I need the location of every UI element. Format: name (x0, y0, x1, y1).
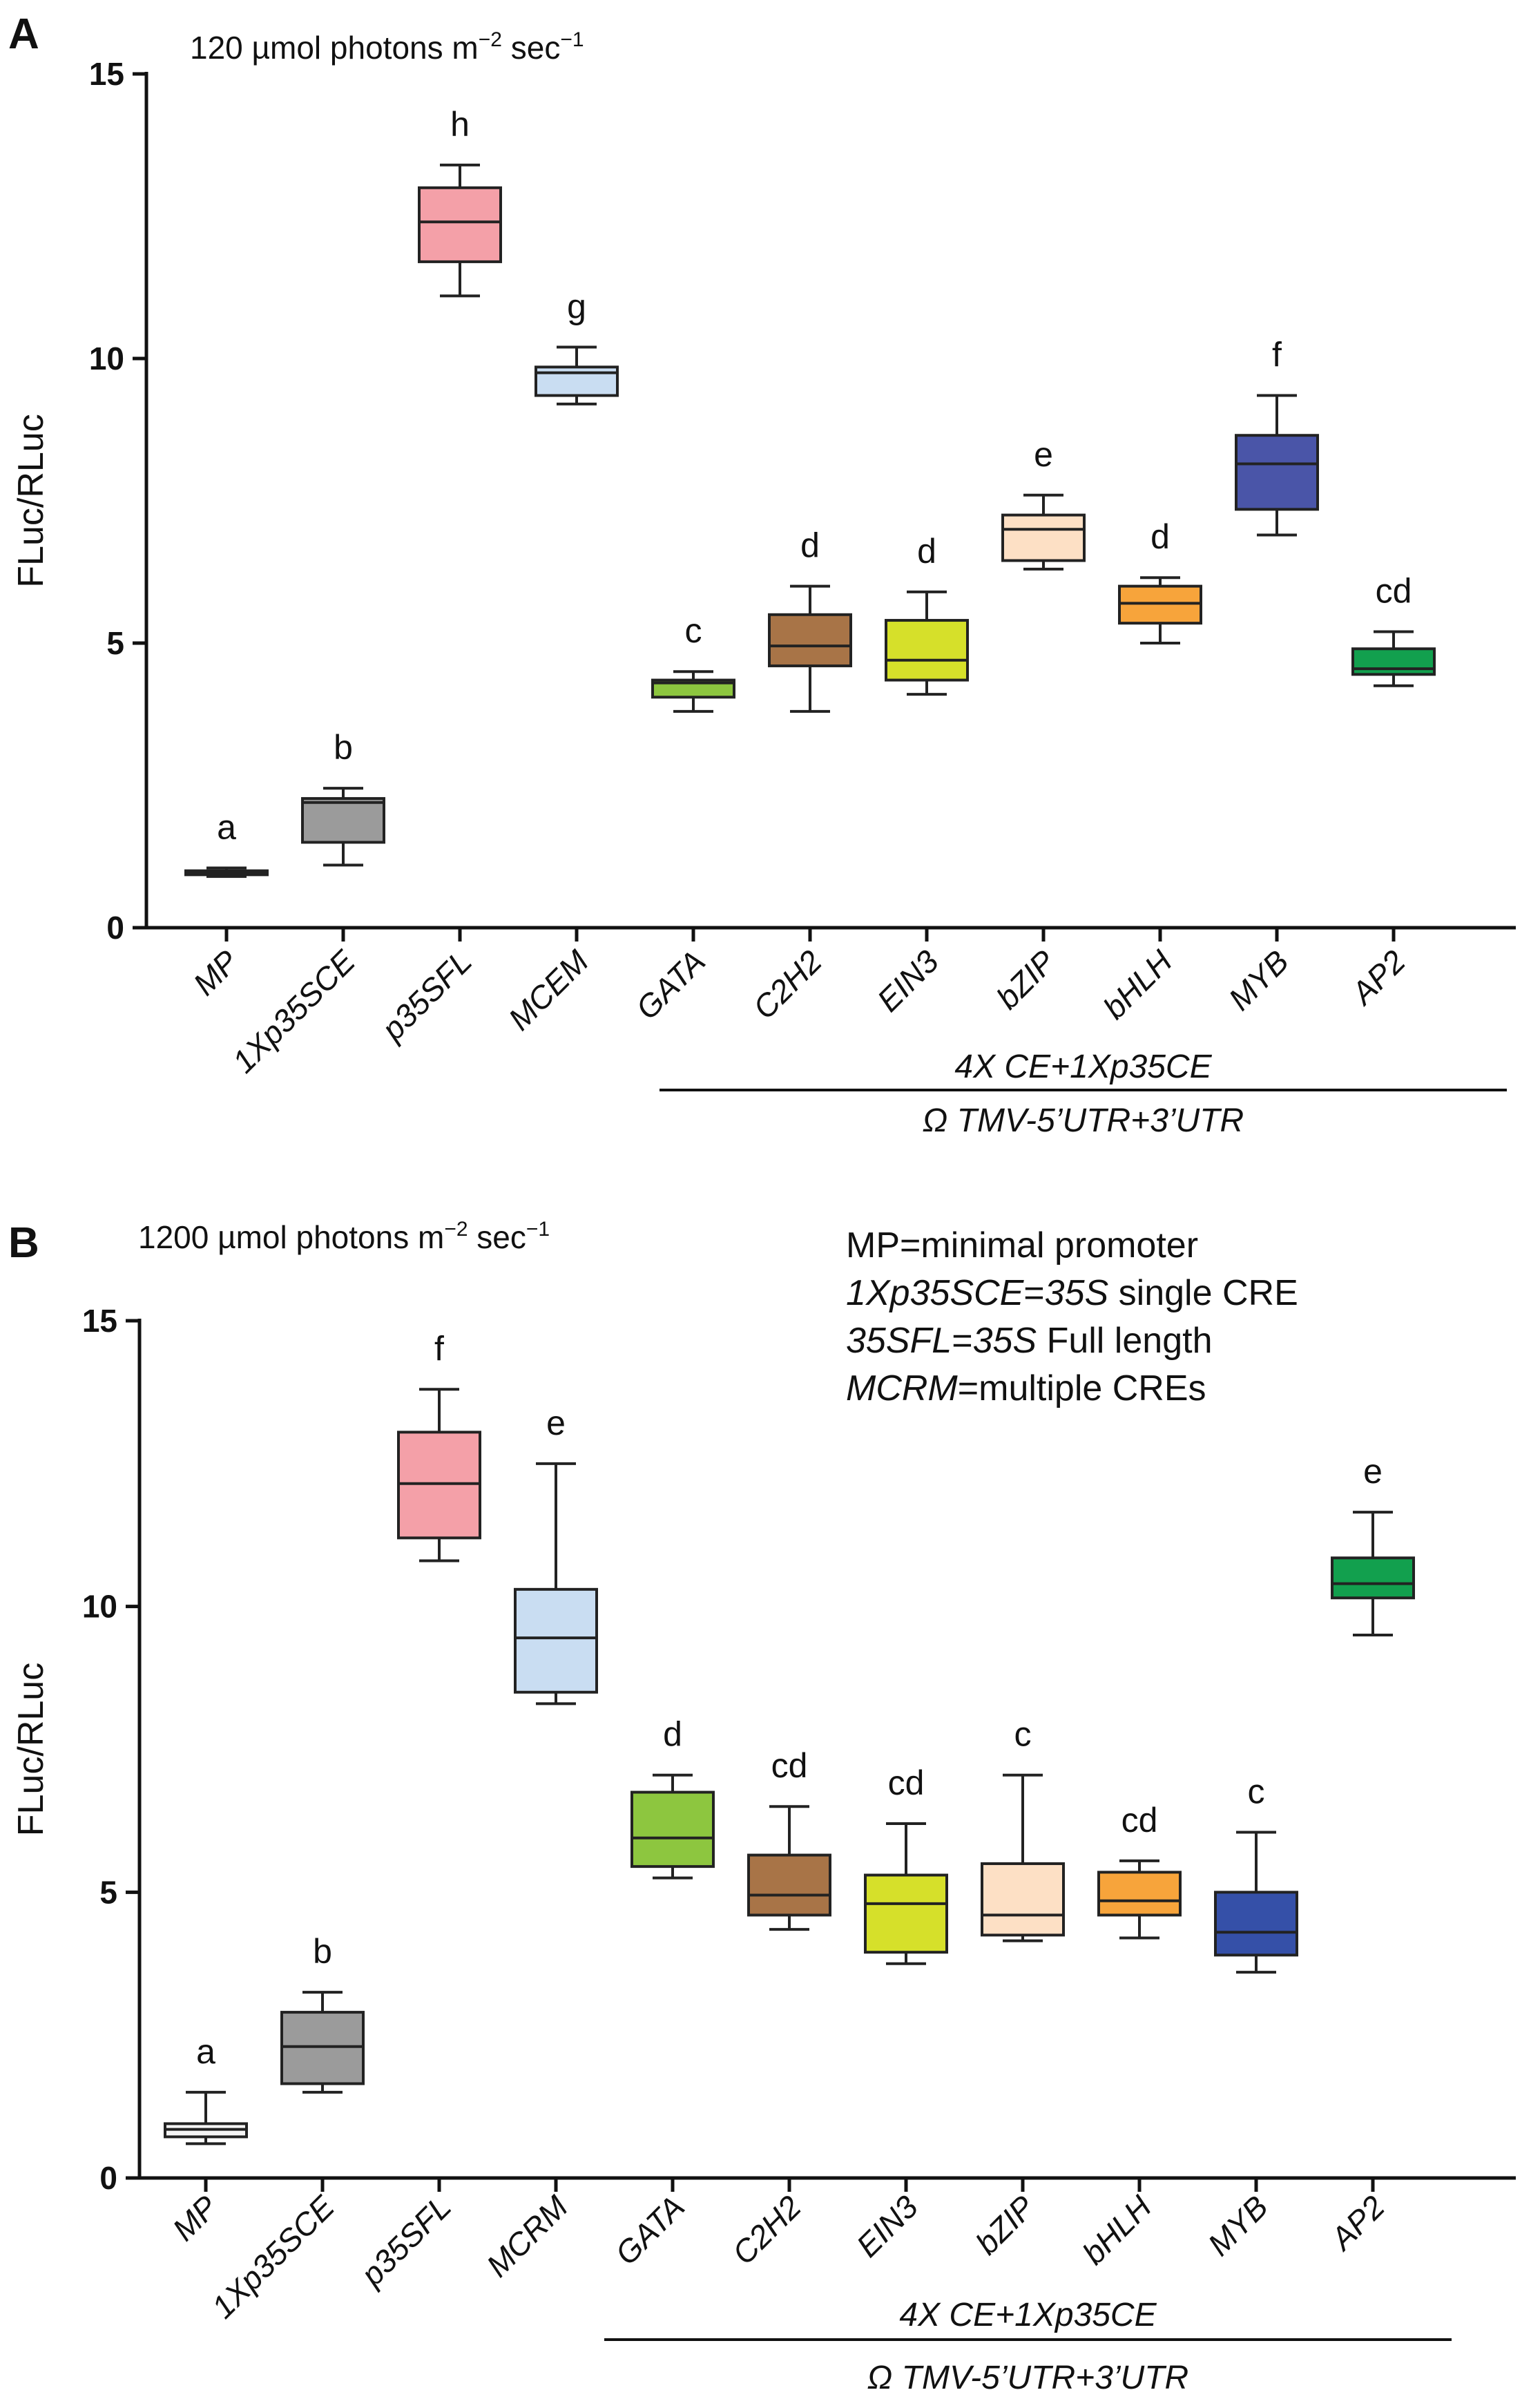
x-tick-label: bHLH (1096, 943, 1179, 1026)
y-tick-label: 15 (82, 1303, 117, 1339)
box-mcrm (514, 1587, 598, 1694)
significance-letter: e (1363, 1452, 1383, 1491)
panel-label: B (8, 1219, 39, 1267)
significance-letter: c (1248, 1772, 1265, 1810)
x-tick-label: GATA (629, 943, 713, 1026)
box-bhlh (1097, 1871, 1182, 1917)
legend-entry: 1Xp35SCE=35S single CRE (846, 1273, 1298, 1313)
x-tick-label: p35SFL (353, 2188, 458, 2293)
significance-letter: c (685, 611, 702, 650)
x-tick-label: p35SFL (374, 943, 479, 1048)
significance-letter: b (334, 728, 353, 767)
significance-letter: g (567, 287, 586, 326)
significance-letter: a (196, 2032, 215, 2071)
legend-entry: MP=minimal promoter (846, 1225, 1198, 1265)
y-tick-label: 5 (106, 625, 124, 661)
box-bzip (981, 1862, 1065, 1937)
box-p35sfl (397, 1431, 481, 1540)
significance-letter: e (546, 1404, 566, 1442)
box-1xp35sce (280, 2011, 365, 2085)
box-ap2 (1351, 647, 1436, 676)
significance-letter: h (450, 105, 470, 144)
box-bzip (1001, 513, 1086, 562)
box-myb (1235, 434, 1319, 511)
significance-letter: d (800, 526, 820, 565)
y-tick-label: 10 (82, 1589, 117, 1625)
x-tick-label: MCEM (501, 943, 596, 1038)
y-tick-label: 0 (106, 910, 124, 946)
x-tick-label: AP2 (1322, 2188, 1392, 2257)
significance-letter: f (434, 1329, 444, 1368)
significance-letter: b (313, 1932, 332, 1971)
significance-letter: d (663, 1715, 682, 1754)
x-tick-label: bHLH (1075, 2188, 1158, 2271)
x-tick-label: MYB (1222, 943, 1296, 1017)
box-1xp35sce (301, 796, 385, 844)
light-condition-title: 1200 µmol photons m−2 sec−1 (138, 1218, 550, 1255)
group-label-bottom: Ω TMV-5’UTR+3’UTR (867, 2360, 1188, 2396)
box-c2h2 (768, 613, 852, 667)
x-tick-label: 1Xp35SCE (225, 942, 363, 1080)
x-tick-label: C2H2 (725, 2188, 808, 2271)
panel-b: B 1200 µmol photons m−2 sec−1 0 5 10 15 FLuc/R… (8, 1218, 1516, 2396)
significance-letter: e (1034, 435, 1053, 474)
legend-entry: 35SFL=35S Full length (846, 1321, 1213, 1361)
significance-letter: d (917, 532, 936, 571)
significance-letter: cd (888, 1764, 925, 1802)
box-c2h2 (747, 1853, 831, 1917)
significance-letter: f (1272, 336, 1282, 374)
x-tick-label: 1Xp35SCE (204, 2188, 342, 2325)
x-tick-label: C2H2 (746, 943, 829, 1026)
x-tick-label: GATA (608, 2188, 692, 2272)
box-ein3 (885, 619, 969, 682)
box-myb (1214, 1891, 1298, 1957)
y-axis-label: FLuc/RLuc (11, 414, 51, 587)
x-tick-label: bZIP (969, 2188, 1042, 2262)
group-label-bottom: Ω TMV-5’UTR+3’UTR (923, 1102, 1244, 1139)
x-tick-label: MP (186, 943, 246, 1002)
box-bhlh (1118, 584, 1202, 625)
box-ap2 (1331, 1556, 1415, 1600)
box-mcem (535, 365, 619, 397)
group-label-top: 4X CE+1Xp35CE (954, 1049, 1212, 1085)
x-tick-label: bZIP (990, 943, 1063, 1016)
y-axis-label: FLuc/RLuc (11, 1663, 51, 1836)
box-p35sfl (418, 186, 502, 263)
legend-entry: MCRM=multiple CREs (846, 1368, 1206, 1408)
y-tick-label: 5 (99, 1874, 117, 1910)
x-tick-label: MYB (1201, 2188, 1275, 2262)
x-tick-label: MP (166, 2188, 225, 2248)
group-label-top: 4X CE+1Xp35CE (899, 2297, 1157, 2333)
panel-a: A 120 µmol photons m−2 sec−1 0 5 10 15 FLuc/RL… (8, 10, 1516, 1139)
x-tick-label: EIN3 (870, 943, 945, 1018)
x-tick-label: MCRM (479, 2188, 575, 2284)
x-tick-label: EIN3 (849, 2188, 925, 2264)
significance-letter: cd (771, 1746, 808, 1785)
panel-label: A (8, 10, 39, 58)
x-tick-label: AP2 (1343, 943, 1412, 1012)
significance-letter: a (217, 808, 236, 846)
significance-letter: cd (1376, 572, 1412, 611)
y-tick-label: 10 (89, 341, 124, 376)
significance-letter: d (1150, 517, 1170, 556)
box-gata (630, 1790, 715, 1869)
significance-letter: cd (1121, 1801, 1158, 1840)
y-tick-label: 0 (99, 2160, 117, 2196)
y-tick-label: 15 (89, 56, 124, 92)
light-condition-title: 120 µmol photons m−2 sec−1 (190, 28, 584, 66)
significance-letter: c (1014, 1715, 1032, 1754)
box-ein3 (864, 1873, 948, 1954)
